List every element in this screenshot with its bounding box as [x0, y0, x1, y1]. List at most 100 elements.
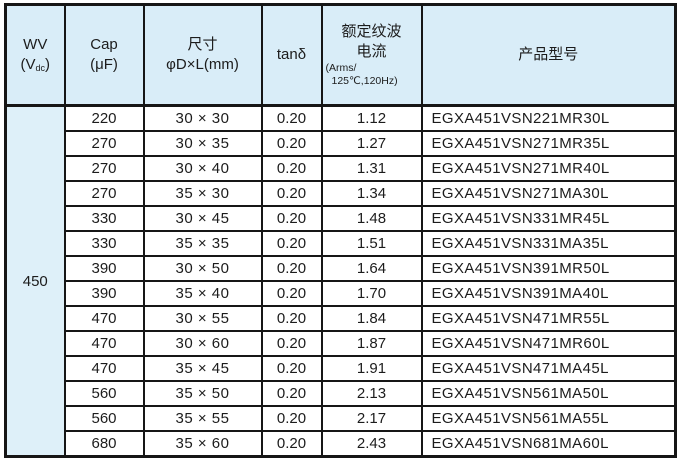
table-row: 470 30 × 60 0.20 1.87 EGXA451VSN471MR60L — [6, 330, 677, 358]
wv-header-unit: (Vdc) — [20, 56, 50, 73]
ripple-cell: 1.87 — [320, 330, 423, 358]
table-row: 470 35 × 45 0.20 1.91 EGXA451VSN471MA45L — [6, 355, 677, 383]
table-row: 270 30 × 35 0.20 1.27 EGXA451VSN271MR35L — [6, 129, 677, 157]
ripple-cell: 1.27 — [320, 129, 423, 157]
header-row: WV (Vdc) Cap (μF) 尺寸 φD×L(mm) tanδ 额定纹波 … — [4, 3, 677, 107]
model-cell: EGXA451VSN271MR40L — [420, 154, 677, 182]
tand-header-label: tanδ — [276, 45, 307, 63]
wv-header-label: WV — [23, 35, 48, 53]
size-cell: 30 × 50 — [142, 254, 263, 282]
cap-cell: 470 — [63, 355, 145, 383]
table-row: 450 220 30 × 30 0.20 1.12 EGXA451VSN221MR… — [4, 104, 677, 458]
cap-header-label: Cap — [90, 35, 118, 53]
size-header-unit: φD×L(mm) — [166, 56, 239, 73]
col-header-wv: WV (Vdc) — [4, 3, 66, 107]
cap-cell: 220 — [63, 104, 145, 132]
cap-cell: 270 — [63, 129, 145, 157]
size-cell: 35 × 50 — [142, 380, 263, 408]
table-row: 330 30 × 45 0.20 1.48 EGXA451VSN331MR45L — [6, 204, 677, 232]
ripple-cell: 1.91 — [320, 355, 423, 383]
model-cell: EGXA451VSN391MA40L — [420, 279, 677, 308]
tand-cell: 0.20 — [260, 355, 323, 383]
table-row: 560 35 × 50 0.20 2.13 EGXA451VSN561MA50L — [6, 380, 677, 408]
table-row: 390 30 × 50 0.20 1.64 EGXA451VSN391MR50L — [6, 254, 677, 282]
tand-cell: 0.20 — [260, 330, 323, 358]
col-header-cap: Cap (μF) — [63, 3, 145, 107]
tand-cell: 0.20 — [260, 279, 323, 308]
table-body: 450 220 30 × 30 0.20 1.12 EGXA451VSN221MR… — [4, 104, 677, 458]
col-header-ripple: 额定纹波 电流 (Arms/ 125℃,120Hz) — [320, 3, 423, 107]
cap-header-unit: (μF) — [90, 56, 118, 73]
ripple-cell: 1.51 — [320, 229, 423, 257]
tand-cell: 0.20 — [260, 254, 323, 282]
tand-cell: 0.20 — [260, 204, 323, 232]
ripple-cell: 1.34 — [320, 179, 423, 207]
cap-cell: 470 — [63, 330, 145, 358]
table-row: 330 35 × 35 0.20 1.51 EGXA451VSN331MA35L — [6, 229, 677, 257]
tand-cell: 0.20 — [260, 304, 323, 333]
tand-cell: 0.20 — [260, 129, 323, 157]
model-cell: EGXA451VSN331MR45L — [420, 204, 677, 232]
cap-cell: 390 — [63, 254, 145, 282]
model-cell: EGXA451VSN681MA60L — [420, 430, 677, 458]
ripple-cell: 1.84 — [320, 304, 423, 333]
size-cell: 30 × 55 — [142, 304, 263, 333]
cap-cell: 270 — [63, 154, 145, 182]
ripple-header-unit: (Arms/ — [325, 62, 357, 75]
size-cell: 35 × 45 — [142, 355, 263, 383]
col-header-size: 尺寸 φD×L(mm) — [142, 3, 263, 107]
tand-cell: 0.20 — [260, 154, 323, 182]
size-cell: 30 × 30 — [142, 104, 263, 132]
model-header-label: 产品型号 — [518, 45, 579, 63]
table-row: 270 30 × 40 0.20 1.31 EGXA451VSN271MR40L — [6, 154, 677, 182]
size-cell: 35 × 55 — [142, 405, 263, 433]
model-cell: EGXA451VSN561MA50L — [420, 380, 677, 408]
cap-cell: 270 — [63, 179, 145, 207]
tand-cell: 0.20 — [260, 380, 323, 408]
model-cell: EGXA451VSN271MA30L — [420, 179, 677, 207]
tand-cell: 0.20 — [260, 229, 323, 257]
size-cell: 30 × 45 — [142, 204, 263, 232]
ripple-cell: 1.70 — [320, 279, 423, 308]
size-cell: 30 × 40 — [142, 154, 263, 182]
ripple-cell: 2.17 — [320, 405, 423, 433]
ripple-cell: 2.43 — [320, 430, 423, 458]
ripple-header-label-1: 额定纹波 — [341, 22, 402, 40]
ripple-header-condition: 125℃,120Hz) — [331, 75, 398, 88]
cap-cell: 390 — [63, 279, 145, 308]
cap-cell: 330 — [63, 229, 145, 257]
table-row: 680 35 × 60 0.20 2.43 EGXA451VSN681MA60L — [6, 430, 677, 458]
col-header-tand: tanδ — [260, 3, 323, 107]
cap-cell: 680 — [63, 430, 145, 458]
model-cell: EGXA451VSN561MA55L — [420, 405, 677, 433]
size-cell: 35 × 40 — [142, 279, 263, 308]
table-row: 470 30 × 55 0.20 1.84 EGXA451VSN471MR55L — [6, 304, 677, 333]
model-cell: EGXA451VSN391MR50L — [420, 254, 677, 282]
size-cell: 30 × 35 — [142, 129, 263, 157]
model-cell: EGXA451VSN471MA45L — [420, 355, 677, 383]
ripple-cell: 2.13 — [320, 380, 423, 408]
table-row: 270 35 × 30 0.20 1.34 EGXA451VSN271MA30L — [6, 179, 677, 207]
model-cell: EGXA451VSN471MR60L — [420, 330, 677, 358]
tand-cell: 0.20 — [260, 179, 323, 207]
ripple-cell: 1.48 — [320, 204, 423, 232]
tand-cell: 0.20 — [260, 405, 323, 433]
cap-cell: 330 — [63, 204, 145, 232]
col-header-model: 产品型号 — [420, 3, 677, 107]
tand-cell: 0.20 — [260, 430, 323, 458]
size-cell: 35 × 60 — [142, 430, 263, 458]
wv-value-cell: 450 — [4, 104, 66, 458]
ripple-cell: 1.64 — [320, 254, 423, 282]
tand-cell: 0.20 — [260, 104, 323, 132]
model-cell: EGXA451VSN331MA35L — [420, 229, 677, 257]
size-cell: 30 × 60 — [142, 330, 263, 358]
model-cell: EGXA451VSN471MR55L — [420, 304, 677, 333]
table-header: WV (Vdc) Cap (μF) 尺寸 φD×L(mm) tanδ 额定纹波 … — [4, 3, 677, 107]
model-cell: EGXA451VSN221MR30L — [420, 104, 677, 132]
ripple-header-label-2: 电流 — [356, 42, 387, 60]
capacitor-spec-table: WV (Vdc) Cap (μF) 尺寸 φD×L(mm) tanδ 额定纹波 … — [4, 3, 677, 458]
model-cell: EGXA451VSN271MR35L — [420, 129, 677, 157]
ripple-cell: 1.12 — [320, 104, 423, 132]
cap-cell: 560 — [63, 405, 145, 433]
